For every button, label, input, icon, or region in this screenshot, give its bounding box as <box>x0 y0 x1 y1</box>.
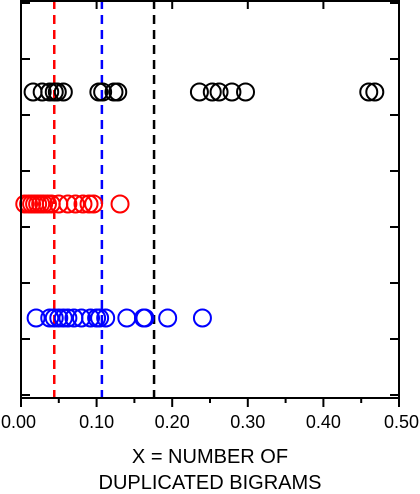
data-point-s1-12 <box>202 82 222 102</box>
data-point-s2-13 <box>73 194 93 214</box>
data-point-s1-5 <box>47 82 67 102</box>
data-point-s1-15 <box>236 82 256 102</box>
data-point-s3-12 <box>96 308 116 328</box>
data-point-s2-11 <box>58 194 78 214</box>
data-point-s3-16 <box>158 308 178 328</box>
data-point-s3-17 <box>192 308 212 328</box>
data-point-s3-1 <box>26 308 46 328</box>
x-tick-label-4: 0.30 <box>230 412 265 432</box>
data-point-s1-16 <box>359 82 379 102</box>
x-tick-label-5: 0.40 <box>306 412 341 432</box>
data-point-s3-5 <box>53 308 73 328</box>
data-point-s1-13 <box>209 82 229 102</box>
data-point-s3-14 <box>133 308 153 328</box>
data-point-s2-15 <box>84 194 104 214</box>
x-tick-label-2: 0.10 <box>79 412 114 432</box>
data-point-s1-11 <box>189 82 209 102</box>
data-point-s2-16 <box>110 194 130 214</box>
data-point-s1-8 <box>93 82 113 102</box>
data-point-s1-10 <box>108 82 128 102</box>
data-point-s1-6 <box>53 82 73 102</box>
data-point-s3-8 <box>71 308 91 328</box>
data-point-s1-3 <box>40 82 60 102</box>
data-point-s1-14 <box>222 82 242 102</box>
data-point-s3-13 <box>117 308 137 328</box>
data-points <box>15 82 385 328</box>
x-tick-label-1: 0.00 <box>1 412 36 432</box>
x-tick-label-3: 0.20 <box>155 412 190 432</box>
x-axis-title-line-2: DUPLICATED BIGRAMS <box>99 472 322 494</box>
data-point-s3-4 <box>49 308 69 328</box>
data-point-s2-14 <box>79 194 99 214</box>
data-point-s1-17 <box>365 82 385 102</box>
data-point-s3-3 <box>44 308 64 328</box>
data-point-s3-9 <box>81 308 101 328</box>
data-point-s2-12 <box>65 194 85 214</box>
x-axis-ticks: 0.00 0.10 0.20 0.30 0.40 0.50 <box>1 1 419 432</box>
data-point-s1-2 <box>32 82 52 102</box>
x-tick-label-6: 0.50 <box>384 412 419 432</box>
data-point-s3-2 <box>40 308 60 328</box>
x-axis-title-line-1: X = NUMBER OF <box>132 446 288 468</box>
data-point-s3-15 <box>135 308 155 328</box>
plot-frame <box>20 0 400 399</box>
data-point-s3-11 <box>90 308 110 328</box>
data-point-s3-6 <box>58 308 78 328</box>
